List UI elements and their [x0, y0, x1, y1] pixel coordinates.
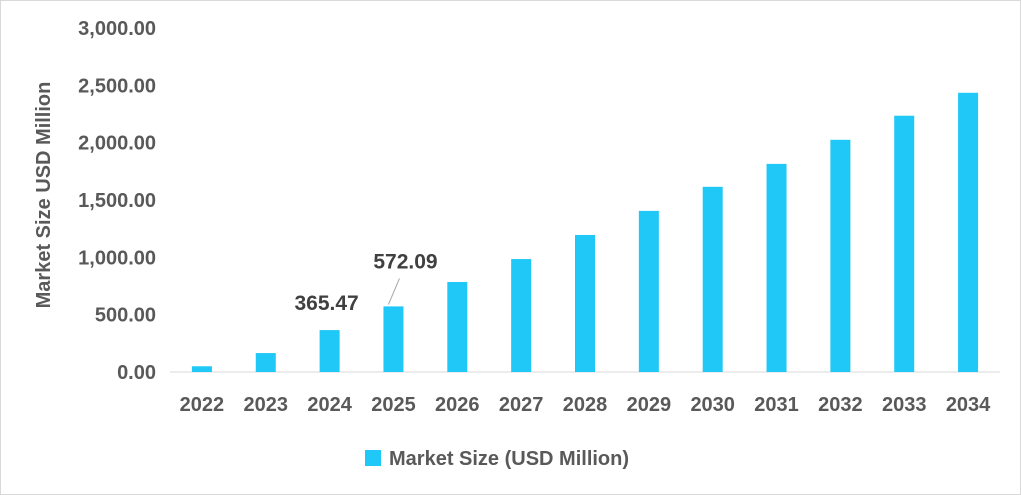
x-tick-label: 2025 — [371, 394, 416, 416]
x-tick-label: 2032 — [818, 394, 863, 416]
bar — [319, 330, 340, 372]
y-axis-title: Market Size USD Million — [33, 82, 55, 309]
bar — [830, 139, 851, 372]
bar — [575, 234, 595, 372]
x-tick-label: 2034 — [946, 394, 991, 416]
y-tick-label: 2,500.00 — [78, 75, 156, 97]
legend-swatch — [365, 450, 381, 466]
x-tick-label: 2023 — [244, 394, 289, 416]
x-tick-label: 2030 — [690, 394, 735, 416]
bar — [638, 210, 659, 372]
y-tick-label: 500.00 — [95, 305, 156, 327]
bar — [191, 366, 212, 372]
x-tick-label: 2024 — [307, 394, 352, 416]
x-tick-label: 2027 — [499, 394, 544, 416]
bar — [511, 259, 532, 372]
x-tick-label: 2029 — [627, 394, 672, 416]
y-tick-label: 2,000.00 — [78, 133, 156, 155]
x-axis-ticks: 2022 2023 2024 2025 2026 2027 2028 2029 2030 2031… — [180, 394, 992, 416]
bar — [383, 306, 404, 372]
y-tick-label: 1,000.00 — [78, 247, 156, 269]
x-tick-label: 2028 — [563, 394, 608, 416]
bar — [447, 281, 468, 372]
bar — [255, 353, 276, 372]
bar — [766, 163, 787, 372]
data-label-leader-line — [388, 278, 400, 305]
x-tick-label: 2033 — [882, 394, 927, 416]
x-tick-label: 2026 — [435, 394, 480, 416]
y-tick-label: 3,000.00 — [78, 18, 156, 40]
bars — [191, 92, 979, 372]
data-labels: 365.47 572.09 — [294, 250, 437, 315]
legend: Market Size (USD Million) — [365, 448, 629, 470]
bar — [894, 115, 915, 372]
y-axis-ticks: 0.00 500.00 1,000.00 1,500.00 2,000.00 2,500.… — [78, 18, 156, 384]
legend-label: Market Size (USD Million) — [389, 448, 629, 470]
y-tick-label: 0.00 — [117, 362, 156, 384]
data-label: 572.09 — [373, 250, 437, 273]
x-tick-label: 2031 — [754, 394, 799, 416]
x-tick-label: 2022 — [180, 394, 225, 416]
bar — [702, 186, 723, 372]
y-tick-label: 1,500.00 — [78, 190, 156, 212]
bar — [958, 92, 979, 372]
data-label: 365.47 — [294, 292, 358, 315]
